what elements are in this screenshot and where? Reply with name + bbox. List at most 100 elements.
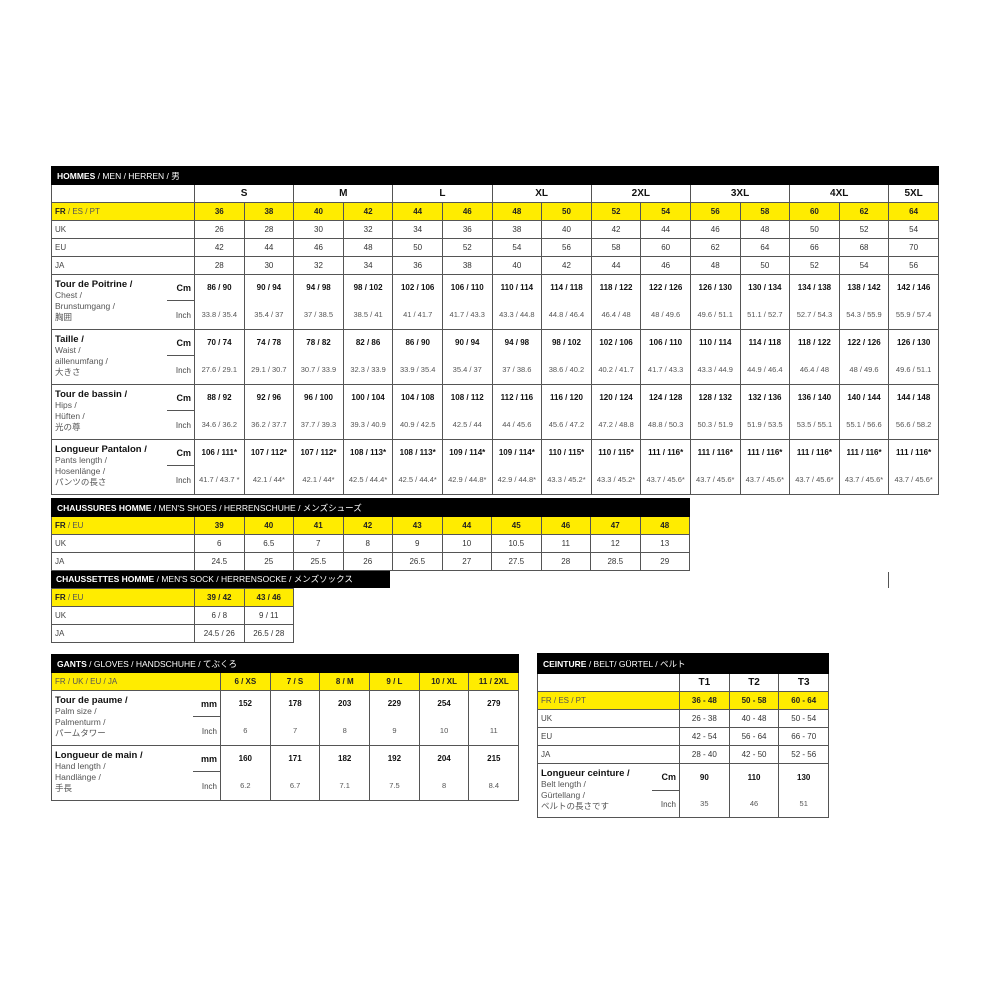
- men-measure-label: Tour de bassin / Hips / Hüften / 光の尊: [51, 384, 167, 440]
- men-measure-inch: 44 / 45.6: [491, 410, 543, 440]
- belt-measure-inch: 35: [679, 790, 730, 818]
- gloves-measure-primary: 215: [468, 745, 520, 772]
- men-measure-label: Tour de Poitrine / Chest / Brunstumgang / 胸…: [51, 274, 167, 330]
- gloves-measure-row: Longueur de main / Hand length / Handlänge…: [51, 745, 520, 801]
- shoes-cell: 10: [441, 534, 492, 553]
- gloves-measure-inch: 7.1: [319, 771, 371, 801]
- belt-system-label-rest: FR / ES / PT: [541, 696, 586, 705]
- gloves-fr-size: 11 / 2XL: [468, 672, 520, 691]
- belt-cell: 28 - 40: [679, 745, 730, 764]
- men-measure-inch: 43.3 / 45.2*: [541, 465, 592, 495]
- gloves-system-label: FR / UK / EU / JA: [51, 672, 221, 691]
- gloves-measure-row-inch: Inch 6.2 6.7 7.1 7.5 8 8.4: [52, 771, 520, 801]
- men-measure-inch: 40.9 / 42.5: [392, 410, 443, 440]
- belt-measure-row: Longueur ceinture / Belt length / Gürtella…: [537, 763, 830, 818]
- belt-unit-primary: Cm: [651, 763, 680, 791]
- men-measure-primary: 118 / 122: [789, 329, 840, 356]
- men-measure-name-2: Hosenlänge /: [55, 466, 106, 476]
- men-measure-inch: 33.9 / 35.4: [392, 355, 443, 385]
- men-measure-row-inch: Inch 27.6 / 29.1 29.1 / 30.7 30.7 / 33.9 32.…: [52, 355, 939, 385]
- men-measure-inch: 48 / 49.6: [640, 300, 691, 330]
- men-cell: 58: [590, 238, 642, 257]
- belt-row-eu: EU 42 - 54 56 - 64 66 - 70: [537, 727, 830, 746]
- men-fr-size: 58: [739, 202, 791, 221]
- men-measure-primary: 104 / 108: [392, 384, 443, 411]
- men-fr-size: 46: [441, 202, 493, 221]
- shoes-row-label: UK: [51, 534, 195, 553]
- gloves-unit-primary: mm: [192, 745, 221, 772]
- men-measure-inch: 43.7 / 45.6*: [689, 465, 741, 495]
- belt-unit-inch: Inch: [651, 790, 680, 818]
- men-fr-size: 52: [590, 202, 642, 221]
- men-measure-inch: 41 / 41.7: [392, 300, 443, 330]
- shoes-cell: 26: [342, 552, 393, 571]
- shoes-row-ja: JA 24.5 25 25.5 26 26.5 27 27.5 28 28.5 29: [51, 552, 691, 571]
- men-measure-inch: 42.9 / 44.8*: [441, 465, 493, 495]
- men-cell: 70: [888, 238, 939, 257]
- men-measure-name-0: Tour de bassin /: [55, 389, 128, 400]
- men-measure-inch: 44.8 / 46.4: [541, 300, 592, 330]
- gloves-measure-inch: 6.7: [269, 771, 321, 801]
- men-measure-primary: 112 / 116: [491, 384, 543, 411]
- shoes-cell: 7: [293, 534, 344, 553]
- men-measure-inch: 37.7 / 39.3: [293, 410, 344, 440]
- men-measure-inch: 42.1 / 44*: [243, 465, 295, 495]
- gloves-measure-name-2: Handlänge /: [55, 772, 101, 782]
- men-measure-inch: 42.5 / 44.4*: [392, 465, 443, 495]
- men-cell: 52: [838, 220, 890, 239]
- men-measure-inch: 40.2 / 41.7: [590, 355, 642, 385]
- socks-title-bold: CHAUSSETTES HOMME: [56, 574, 155, 584]
- shoes-cell: 25.5: [293, 552, 344, 571]
- men-measure-name-2: Brunstumgang /: [55, 301, 116, 311]
- men-measure-primary: 126 / 130: [689, 274, 741, 301]
- belt-row-label: EU: [537, 727, 680, 746]
- gloves-measure-primary: 152: [220, 690, 271, 717]
- shoes-fr-size: 47: [590, 516, 641, 535]
- belt-row-label: UK: [537, 709, 680, 728]
- men-cell: 48: [739, 220, 791, 239]
- men-measure-primary: 108 / 112: [441, 384, 493, 411]
- men-measure-primary: 88 / 92: [194, 384, 245, 411]
- men-cell: 50: [789, 220, 840, 239]
- socks-title-bar: CHAUSSETTES HOMME / MEN'S SOCK / HERRENS…: [51, 570, 390, 588]
- men-measure-primary: 102 / 106: [392, 274, 443, 301]
- men-measure-primary: 142 / 146: [888, 274, 939, 301]
- men-cell: 50: [392, 238, 443, 257]
- men-measure-inch: 44.9 / 46.4: [739, 355, 791, 385]
- gloves-measure-label: Tour de paume / Palm size / Palmenturm / パー…: [51, 690, 193, 746]
- men-measure-primary: 96 / 100: [293, 384, 344, 411]
- shoes-fr-size: 46: [540, 516, 591, 535]
- belt-measure-primary: 130: [778, 763, 830, 791]
- men-measure-primary: 92 / 96: [243, 384, 295, 411]
- gloves-measure-name-3: 手長: [55, 783, 73, 793]
- men-measure-inch: 37 / 38.5: [293, 300, 344, 330]
- men-unit-inch: Inch: [166, 410, 195, 440]
- men-measure-inch: 54.3 / 55.9: [838, 300, 890, 330]
- men-measure-name-2: Hüften /: [55, 411, 85, 421]
- men-measure-inch: 27.6 / 29.1: [194, 355, 245, 385]
- belt-cell: 66 - 70: [778, 727, 830, 746]
- socks-cell: 6 / 8: [194, 606, 245, 625]
- men-measure-row: Longueur Pantalon / Pants length / Hosenlä…: [51, 439, 939, 495]
- gloves-measure-name-2: Palmenturm /: [55, 717, 106, 727]
- men-measure-primary: 138 / 142: [838, 274, 890, 301]
- men-measure-inch: 43.7 / 45.6*: [888, 465, 939, 495]
- men-size-xl: XL: [491, 184, 592, 203]
- men-fr-size: 48: [491, 202, 543, 221]
- shoes-cell: 24.5: [194, 552, 245, 571]
- men-size-4xl: 4XL: [789, 184, 890, 203]
- gloves-measure-primary: 192: [369, 745, 420, 772]
- men-cell: 40: [541, 220, 592, 239]
- men-measure-inch: 29.1 / 30.7: [243, 355, 295, 385]
- belt-measure-name-0: Longueur ceinture /: [541, 768, 630, 779]
- men-measure-inch: 50.3 / 51.9: [689, 410, 741, 440]
- men-cell: 48: [689, 256, 741, 275]
- men-measure-primary: 128 / 132: [689, 384, 741, 411]
- men-unit-primary: Cm: [166, 274, 195, 301]
- men-cell: 36: [392, 256, 443, 275]
- men-unit-primary: Cm: [166, 439, 195, 466]
- men-size-header-row: S M L XL 2XL 3XL 4XL 5XL: [51, 184, 939, 203]
- shoes-title-row: CHAUSSURES HOMME / MEN'S SHOES / HERRENS…: [50, 498, 691, 517]
- shoes-fr-size: 45: [491, 516, 542, 535]
- socks-system-label-bold: FR: [55, 593, 66, 602]
